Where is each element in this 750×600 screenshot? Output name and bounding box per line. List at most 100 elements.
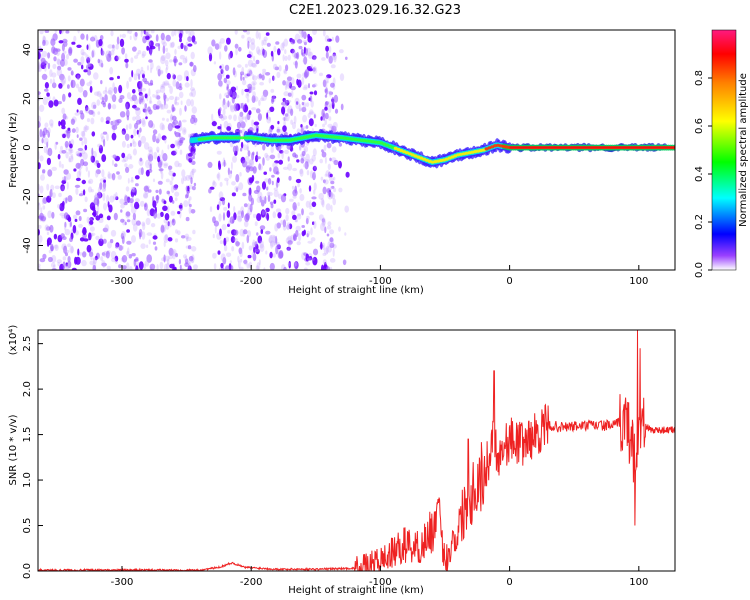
noise-cell [272,253,276,258]
noise-cell [237,255,240,263]
noise-cell [246,84,252,88]
noise-cell [82,251,87,258]
noise-cell [242,104,249,113]
noise-cell [227,202,230,209]
noise-cell [301,208,304,216]
noise-cell [320,197,325,206]
noise-cell [63,59,68,66]
colorbar-tick-label: 0.2 [694,214,705,230]
noise-cell [301,94,307,101]
snr-x-ticks: -300 -200 -100 0 100 [111,566,648,588]
noise-cell [81,131,86,139]
noise-cell [227,167,230,176]
noise-cell [69,149,74,154]
noise-cell [313,56,317,61]
noise-cell [285,207,290,215]
noise-cell [166,118,170,122]
noise-cell [102,102,107,108]
noise-cell [277,120,280,125]
noise-cell [192,186,196,191]
noise-cell [223,77,227,84]
noise-cell [121,152,126,159]
noise-cell [275,235,278,244]
noise-cell [70,246,74,254]
noise-cell [303,267,308,270]
noise-cell [304,161,309,170]
noise-cell [249,158,254,165]
noise-cell [251,119,255,127]
noise-cell [131,195,134,200]
noise-cell [181,235,186,239]
noise-cell [67,84,70,89]
noise-cell [297,183,300,188]
noise-cell [179,54,186,60]
noise-cell [224,177,229,182]
noise-cell [265,250,268,255]
snr-panel: -300 -200 -100 0 100 0.00.51.01.52.02.5 Heig… [8,325,676,596]
noise-cell [80,112,85,120]
noise-cell [306,233,309,238]
noise-cell [222,108,226,116]
noise-cell [272,211,277,219]
noise-cell [284,113,289,117]
noise-cell [241,79,247,86]
noise-cell [255,265,260,270]
noise-cell [63,245,68,254]
noise-cell [255,108,261,114]
noise-cell [144,260,150,267]
noise-cell [208,52,213,62]
spectrogram-frame [37,29,676,271]
noise-cell [308,68,313,72]
track-peak [339,136,344,140]
noise-cell [65,262,68,267]
noise-cell [134,98,139,105]
noise-cell [76,109,79,113]
noise-cell [322,179,326,184]
noise-cell [231,95,235,104]
noise-cell [67,75,71,82]
noise-cell [287,240,293,245]
noise-cell [276,171,280,175]
noise-cell [240,73,243,82]
track-peak [331,135,336,139]
noise-cell [183,176,187,182]
noise-cell [253,121,260,126]
noise-cell [38,104,45,113]
noise-cell [295,230,299,238]
noise-cell [94,169,99,178]
noise-cell [81,259,87,267]
noise-cell [44,130,49,136]
noise-cell [287,163,293,171]
noise-cell [174,140,178,147]
track-peak [279,138,284,142]
noise-cell [218,41,222,50]
noise-cell [103,176,107,181]
noise-cell [50,123,54,128]
noise-cell [344,205,350,213]
noise-cell [125,262,130,270]
noise-cell [308,51,314,59]
noise-cell [252,166,257,174]
noise-cell [218,162,222,170]
noise-cell [38,263,41,268]
noise-cell [270,234,276,239]
noise-cell [232,155,237,163]
noise-cell [213,263,217,270]
noise-cell [139,127,142,133]
noise-cell [92,257,97,261]
noise-cell [269,201,274,205]
noise-cell [170,42,175,49]
noise-cell [75,162,81,169]
noise-cell [248,159,255,167]
noise-cell [102,192,106,201]
noise-cell [95,211,99,216]
noise-cell [118,245,123,251]
noise-cell [254,248,260,253]
noise-cell [89,217,94,222]
noise-cell [141,95,144,101]
noise-cell [133,258,139,262]
noise-cell [141,53,145,59]
noise-cell [331,96,335,105]
noise-cell [239,266,244,270]
noise-cell [221,198,226,206]
